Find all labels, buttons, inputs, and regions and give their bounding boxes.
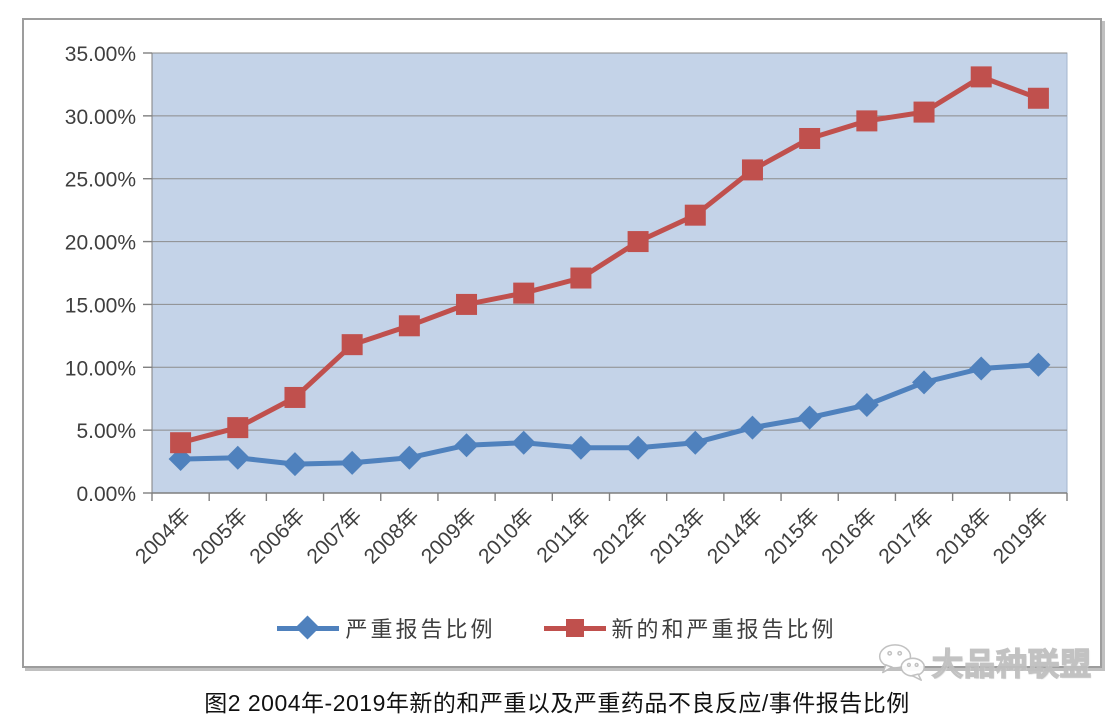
series-serious [168,352,1051,477]
data-point [741,159,763,181]
data-point [854,393,879,417]
x-tick-label: 2011年 [532,504,595,567]
data-point [912,370,937,395]
legend-label-new-and-serious: 新的和严重报告比例 [611,617,837,642]
data-point [340,450,365,475]
x-tick-label: 2010年 [474,504,538,568]
legend-diamond-marker-icon [277,615,340,640]
data-point [797,405,822,430]
data-point [341,334,363,356]
y-tick-label: 20.00% [65,232,136,255]
data-point [227,417,249,439]
data-point [568,435,593,460]
data-point [913,101,935,123]
data-point [740,415,765,440]
data-point [282,452,307,477]
figure-caption: 图2 2004年-2019年新的和严重以及严重药品不良反应/事件报告比例 [204,690,910,716]
legend-item-new-and-serious: 新的和严重报告比例 [543,612,837,644]
x-tick-label: 2017年 [874,504,938,568]
data-point [456,293,478,315]
axes [143,52,1068,501]
data-point [1026,352,1051,377]
data-point [397,445,422,470]
legend-label-serious: 严重报告比例 [345,617,496,642]
x-tick-label: 2018年 [932,504,996,568]
data-point [684,204,706,226]
x-tick-label: 2012年 [588,504,652,568]
x-tick-label: 2005年 [188,504,252,568]
y-tick-label: 30.00% [65,106,136,129]
data-point [856,110,878,132]
data-point [570,267,592,289]
x-tick-label: 2015年 [760,504,824,568]
data-point [513,282,535,304]
x-tick-label: 2007年 [303,504,367,568]
data-point [170,432,192,454]
x-axis-labels: 2004年2005年2006年2007年2008年2009年2010年2011年… [131,504,1053,568]
data-point [511,430,536,455]
x-tick-label: 2009年 [417,504,481,568]
y-tick-label: 15.00% [65,294,136,317]
x-tick-label: 2016年 [817,504,881,568]
plot-area [151,52,1068,494]
data-point [225,445,250,470]
y-tick-label: 35.00% [65,43,136,66]
x-tick-label: 2008年 [360,504,424,568]
y-tick-label: 10.00% [65,357,136,380]
y-tick-label: 5.00% [76,420,136,443]
data-point [970,66,992,88]
x-tick-label: 2019年 [989,504,1053,568]
y-tick-label: 25.00% [65,169,136,192]
data-point [683,430,708,455]
x-tick-label: 2006年 [245,504,309,568]
y-gridlines [152,52,1067,431]
chart-legend: 严重报告比例 新的和严重报告比例 [0,608,1114,648]
data-point [799,127,821,149]
data-point [969,356,994,381]
y-tick-label: 0.00% [76,483,136,506]
data-point [626,435,651,460]
data-point [284,386,306,408]
y-axis-labels: 0.00% 5.00% 10.00% 15.00% 20.00% 25.00% 30.00%… [65,43,136,506]
data-point [454,433,479,458]
data-point [627,231,649,253]
legend-item-serious: 严重报告比例 [277,612,495,644]
data-point [1027,87,1049,109]
x-tick-label: 2013年 [646,504,710,568]
x-tick-label: 2014年 [703,504,767,568]
x-tick-label: 2004年 [131,504,195,568]
data-point [398,315,420,337]
series-new-and-serious [170,66,1049,454]
legend-square-marker-icon [543,616,606,640]
